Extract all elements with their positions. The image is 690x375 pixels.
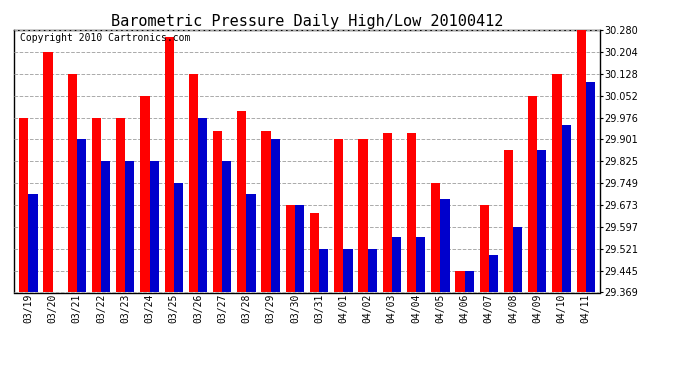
Title: Barometric Pressure Daily High/Low 20100412: Barometric Pressure Daily High/Low 20100… <box>111 14 503 29</box>
Bar <box>126 161 135 292</box>
Bar <box>334 139 344 292</box>
Bar <box>577 30 586 292</box>
Bar <box>77 139 86 292</box>
Bar <box>358 139 368 292</box>
Bar <box>464 271 474 292</box>
Bar <box>383 134 392 292</box>
Bar <box>246 194 256 292</box>
Bar <box>213 131 222 292</box>
Bar <box>286 205 295 292</box>
Bar <box>262 131 270 292</box>
Bar <box>416 237 425 292</box>
Bar <box>310 213 319 292</box>
Bar <box>562 125 571 292</box>
Bar <box>43 52 52 292</box>
Bar <box>140 96 150 292</box>
Bar <box>440 199 450 292</box>
Bar <box>270 139 280 292</box>
Bar <box>528 96 538 292</box>
Bar <box>431 183 440 292</box>
Bar <box>368 249 377 292</box>
Bar <box>295 205 304 292</box>
Bar <box>489 255 498 292</box>
Bar <box>586 82 595 292</box>
Bar <box>164 37 174 292</box>
Bar <box>513 227 522 292</box>
Bar <box>150 161 159 292</box>
Bar <box>455 271 464 292</box>
Bar <box>174 183 183 292</box>
Bar <box>19 118 28 292</box>
Bar <box>116 118 126 292</box>
Text: Copyright 2010 Cartronics.com: Copyright 2010 Cartronics.com <box>19 33 190 43</box>
Bar <box>68 74 77 292</box>
Bar <box>504 150 513 292</box>
Bar <box>552 74 562 292</box>
Bar <box>480 205 489 292</box>
Bar <box>101 161 110 292</box>
Bar <box>198 118 207 292</box>
Bar <box>392 237 401 292</box>
Bar <box>92 118 101 292</box>
Bar <box>407 134 416 292</box>
Bar <box>189 74 198 292</box>
Bar <box>28 194 37 292</box>
Bar <box>237 111 246 292</box>
Bar <box>222 161 231 292</box>
Bar <box>344 249 353 292</box>
Bar <box>319 249 328 292</box>
Bar <box>538 150 546 292</box>
